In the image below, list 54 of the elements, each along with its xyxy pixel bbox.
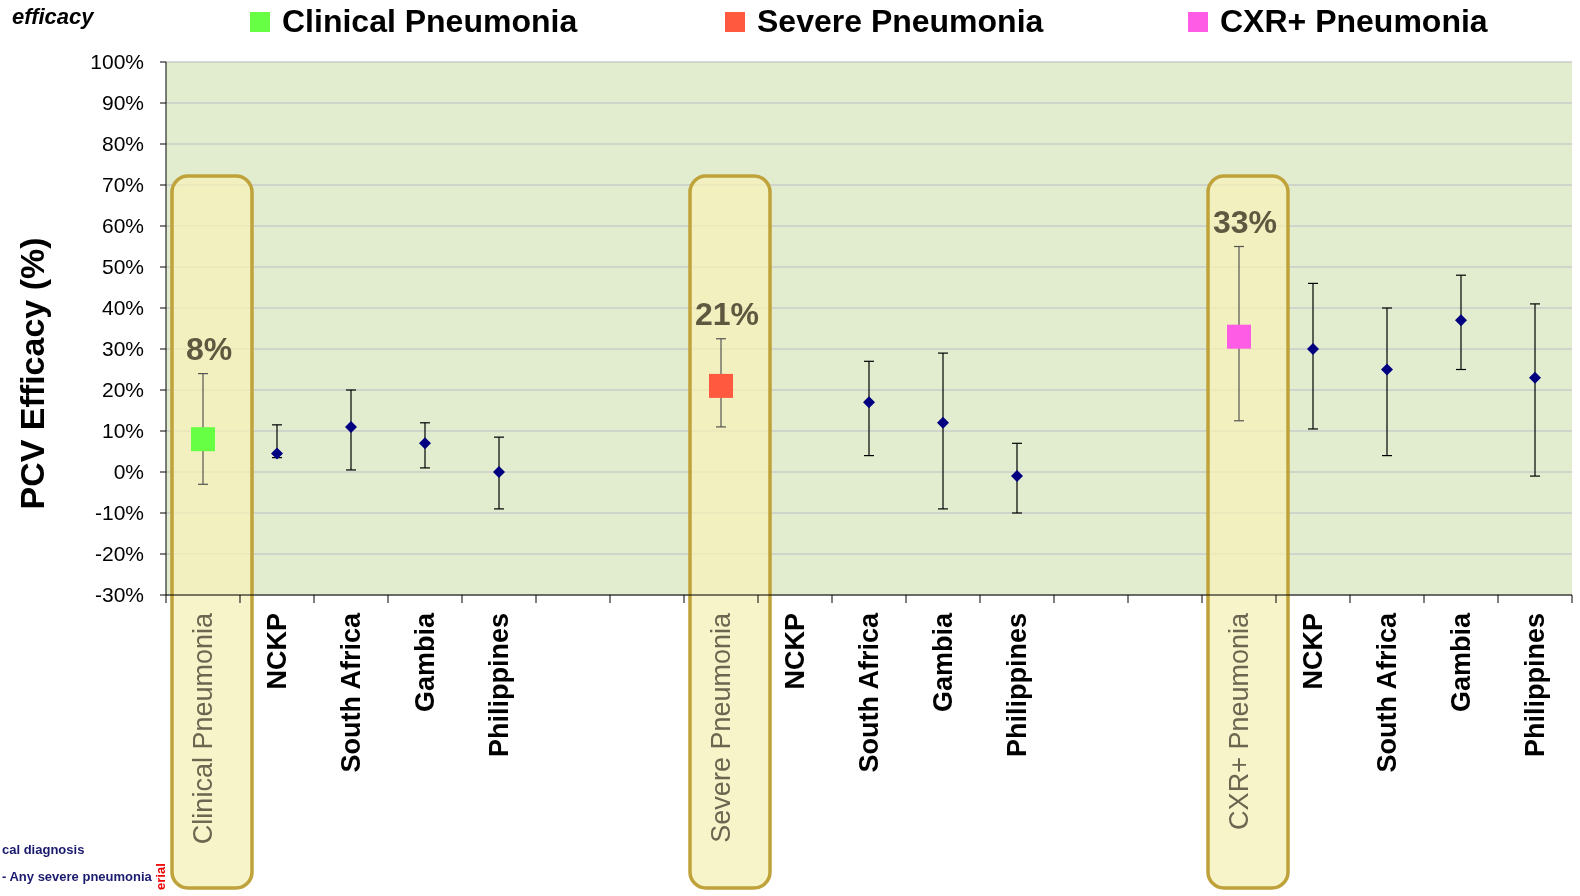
y-tick-label: 10% [101, 419, 144, 443]
x-tick-label: South Africa [854, 612, 884, 773]
y-tick-label: 80% [101, 132, 144, 156]
y-tick-label: 90% [101, 91, 144, 115]
text: - Any severe pneumonia [2, 869, 153, 884]
y-tick-label: 60% [101, 214, 144, 238]
point [345, 420, 357, 433]
point [937, 416, 949, 429]
y-axis-title: PCV Efficacy (%) [13, 237, 51, 510]
y-tick-label: 20% [101, 378, 144, 402]
text: erial [153, 863, 168, 890]
x-tick-label: Philippines [1520, 613, 1550, 758]
y-tick-label: -10% [94, 501, 144, 525]
x-tick-label: NCKP [1298, 613, 1328, 690]
chart-title: efficacy [12, 4, 96, 29]
y-tick-label: 70% [101, 173, 144, 197]
legend-label: Severe Pneumonia [757, 3, 1044, 39]
data-label: 8% [185, 330, 233, 367]
point [1381, 363, 1393, 376]
x-tick-label: Clinical Pneumonia [188, 612, 218, 845]
point [271, 447, 283, 460]
point [1455, 314, 1467, 327]
data-label: 21% [694, 295, 760, 332]
y-tick-label: 0% [113, 460, 144, 484]
y-tick-label: 100% [90, 50, 144, 74]
text: cal diagnosis [2, 842, 85, 857]
point [1011, 470, 1023, 483]
x-tick-label: South Africa [1372, 612, 1402, 773]
x-tick-label: Gambia [928, 612, 958, 713]
x-tick-label: Severe Pneumonia [706, 612, 736, 843]
y-tick-label: 40% [101, 296, 144, 320]
point [709, 373, 733, 398]
point [493, 466, 505, 478]
x-tick-label: NCKP [262, 613, 292, 690]
legend-label: Clinical Pneumonia [282, 3, 578, 39]
data-label: 33% [1212, 203, 1278, 240]
point [191, 427, 215, 452]
point [419, 437, 431, 450]
point [1529, 371, 1541, 384]
legend-label: CXR+ Pneumonia [1220, 3, 1488, 39]
y-tick-label: 30% [101, 337, 144, 361]
x-tick-label: South Africa [336, 612, 366, 773]
x-tick-label: CXR+ Pneumonia [1224, 612, 1254, 830]
x-tick-label: Gambia [410, 612, 440, 713]
x-tick-label: Philippines [484, 613, 514, 758]
y-tick-label: -30% [94, 583, 144, 607]
point [863, 396, 875, 409]
y-tick-label: -20% [94, 542, 144, 566]
x-tick-label: Gambia [1446, 612, 1476, 713]
point [1227, 324, 1251, 349]
x-tick-label: NCKP [780, 613, 810, 690]
point [1307, 343, 1319, 355]
x-tick-label: Philippines [1002, 613, 1032, 758]
y-tick-label: 50% [101, 255, 144, 279]
